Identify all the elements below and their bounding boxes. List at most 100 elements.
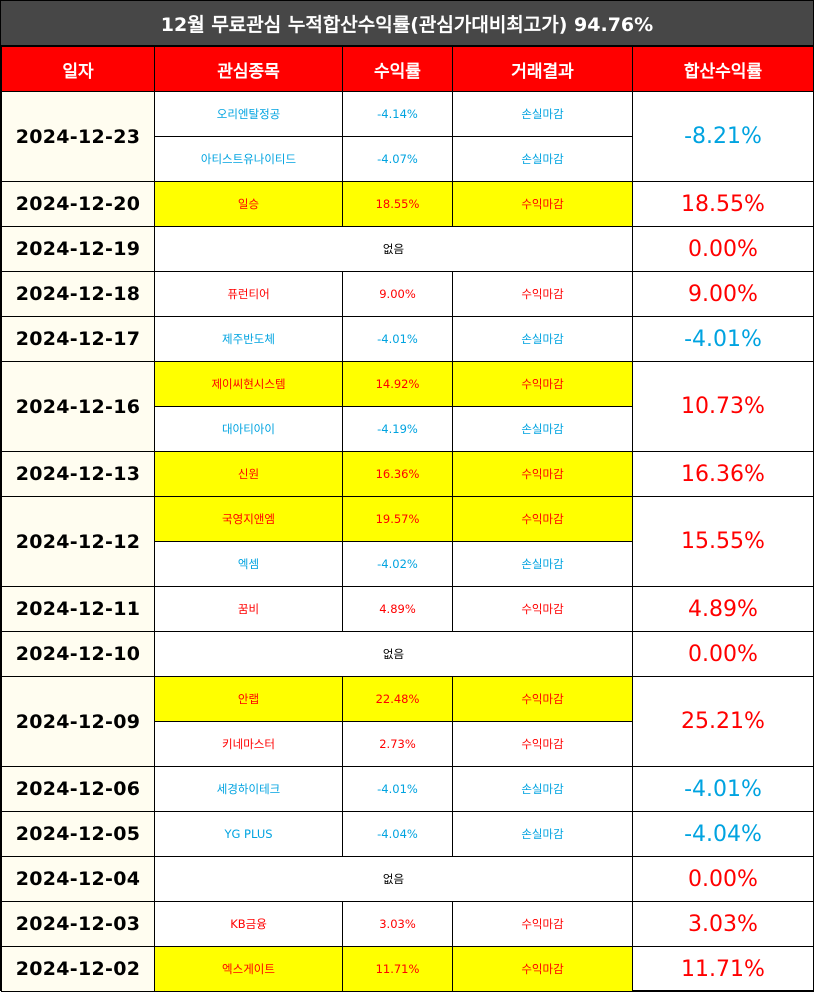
table-row: 2024-12-06 세경하이테크 -4.01% 손실마감 -4.01% [1,766,814,812]
date-cell: 2024-12-09 [1,676,155,767]
date-cell: 2024-12-19 [1,226,155,272]
table-row: 2024-12-11 꿈비 4.89% 수익마감 4.89% [1,586,814,632]
date-cell: 2024-12-23 [1,91,155,182]
stock-name-cell: KB금융 [154,901,343,947]
table-row: 2024-12-17 제주반도체 -4.01% 손실마감 -4.01% [1,316,814,362]
stock-rate-cell: -4.19% [342,406,453,452]
stock-rate-cell: -4.14% [342,91,453,137]
no-stock-cell: 없음 [154,631,633,677]
stock-rate-cell: -4.04% [342,811,453,857]
trade-result-cell: 수익마감 [452,496,633,542]
stock-rate-cell: -4.01% [342,316,453,362]
table-row: 2024-12-20 일승 18.55% 수익마감 18.55% [1,181,814,227]
trade-result-cell: 수익마감 [452,901,633,947]
stock-name-cell: 세경하이테크 [154,766,343,812]
trade-result-cell: 수익마감 [452,676,633,722]
date-cell: 2024-12-17 [1,316,155,362]
stock-rate-cell: 14.92% [342,361,453,407]
stock-rate-cell: -4.02% [342,541,453,587]
stock-rate-cell: 4.89% [342,586,453,632]
total-return-cell: 15.55% [632,496,814,587]
date-cell: 2024-12-10 [1,631,155,677]
stock-name-cell: 꿈비 [154,586,343,632]
stock-name-cell: 일승 [154,181,343,227]
trade-result-cell: 손실마감 [452,91,633,137]
date-cell: 2024-12-04 [1,856,155,902]
trade-result-cell: 손실마감 [452,811,633,857]
total-return-cell: 11.71% [632,946,814,992]
total-return-cell: 16.36% [632,451,814,497]
table-row: 2024-12-18 퓨런티어 9.00% 수익마감 9.00% [1,271,814,317]
stock-rate-cell: 16.36% [342,451,453,497]
table-row: 2024-12-05 YG PLUS -4.04% 손실마감 -4.04% [1,811,814,857]
total-return-cell: 3.03% [632,901,814,947]
trade-result-cell: 수익마감 [452,451,633,497]
table-row: 2024-12-03 KB금융 3.03% 수익마감 3.03% [1,901,814,947]
stock-name-cell: 퓨런티어 [154,271,343,317]
trade-result-cell: 수익마감 [452,586,633,632]
trade-result-cell: 수익마감 [452,946,633,992]
date-cell: 2024-12-11 [1,586,155,632]
total-return-cell: 25.21% [632,676,814,767]
total-return-cell: 9.00% [632,271,814,317]
stock-rate-cell: 9.00% [342,271,453,317]
trade-result-cell: 손실마감 [452,766,633,812]
stock-rate-cell: 22.48% [342,676,453,722]
stock-name-cell: 안랩 [154,676,343,722]
stock-name-cell: 아티스트유나이티드 [154,136,343,182]
total-return-cell: -4.01% [632,766,814,812]
total-return-cell: -4.04% [632,811,814,857]
table-row: 엑셈 -4.02% 손실마감 [2,541,814,587]
trade-result-cell: 수익마감 [452,181,633,227]
header-total: 합산수익률 [632,46,814,92]
stock-rate-cell: 11.71% [342,946,453,992]
table-row: 2024-12-09 안랩 22.48% 수익마감 25.21% [1,676,814,767]
total-return-cell: 0.00% [632,631,814,677]
table-row: 2024-12-02 엑스게이트 11.71% 수익마감 11.71% [1,946,814,992]
stock-rate-cell: 2.73% [342,721,453,767]
trade-result-cell: 수익마감 [452,271,633,317]
table-row: 2024-12-23 오리엔탈정공 -4.14% 손실마감 -8.21% [1,91,814,182]
no-stock-cell: 없음 [154,226,633,272]
returns-table: 일자 관심종목 수익률 거래결과 합산수익률 2024-12-23 오리엔탈정공 -… [1,46,814,992]
total-return-cell: 0.00% [632,226,814,272]
stock-name-cell: 국영지앤엠 [154,496,343,542]
trade-result-cell: 손실마감 [452,406,633,452]
trade-result-cell: 수익마감 [452,361,633,407]
table-row: 2024-12-16 제이씨현시스템 14.92% 수익마감 10.73% [1,361,814,452]
total-return-cell: -8.21% [632,91,814,182]
date-cell: 2024-12-06 [1,766,155,812]
stock-rate-cell: 19.57% [342,496,453,542]
table-row: 키네마스터 2.73% 수익마감 [2,721,814,767]
trade-result-cell: 손실마감 [452,541,633,587]
trade-result-cell: 손실마감 [452,316,633,362]
table-row: 2024-12-10 없음 0.00% [1,631,814,677]
total-return-cell: -4.01% [632,316,814,362]
header-row: 일자 관심종목 수익률 거래결과 합산수익률 [1,46,814,92]
stock-name-cell: 제이씨현시스템 [154,361,343,407]
stock-rate-cell: 18.55% [342,181,453,227]
table-row: 2024-12-13 신원 16.36% 수익마감 16.36% [1,451,814,497]
date-cell: 2024-12-16 [1,361,155,452]
table-row: 대아티아이 -4.19% 손실마감 [2,406,814,452]
total-return-cell: 4.89% [632,586,814,632]
header-rate: 수익률 [342,46,453,92]
header-stock: 관심종목 [154,46,343,92]
header-date: 일자 [1,46,155,92]
stock-name-cell: 대아티아이 [154,406,343,452]
stock-name-cell: 키네마스터 [154,721,343,767]
table-row: 아티스트유나이티드 -4.07% 손실마감 [2,136,814,182]
stock-rate-cell: -4.01% [342,766,453,812]
table-row: 2024-12-19 없음 0.00% [1,226,814,272]
stock-rate-cell: -4.07% [342,136,453,182]
date-cell: 2024-12-03 [1,901,155,947]
stock-name-cell: 엑셈 [154,541,343,587]
date-cell: 2024-12-18 [1,271,155,317]
total-return-cell: 0.00% [632,856,814,902]
stock-name-cell: 신원 [154,451,343,497]
sheet-title: 12월 무료관심 누적합산수익률(관심가대비최고가) 94.76% [1,1,813,46]
stock-rate-cell: 3.03% [342,901,453,947]
total-return-cell: 10.73% [632,361,814,452]
table-row: 2024-12-12 국영지앤엠 19.57% 수익마감 15.55% [1,496,814,587]
